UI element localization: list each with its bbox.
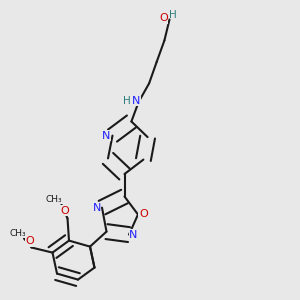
Text: H: H xyxy=(123,95,131,106)
Text: O: O xyxy=(159,13,168,23)
Text: O: O xyxy=(26,236,34,247)
Text: CH₃: CH₃ xyxy=(46,195,62,204)
Text: O: O xyxy=(139,209,148,219)
Text: N: N xyxy=(92,202,101,213)
Text: N: N xyxy=(132,95,140,106)
Text: H: H xyxy=(169,10,176,20)
Text: CH₃: CH₃ xyxy=(9,229,26,238)
Text: N: N xyxy=(129,230,138,240)
Text: N: N xyxy=(102,130,111,141)
Text: O: O xyxy=(60,206,69,216)
